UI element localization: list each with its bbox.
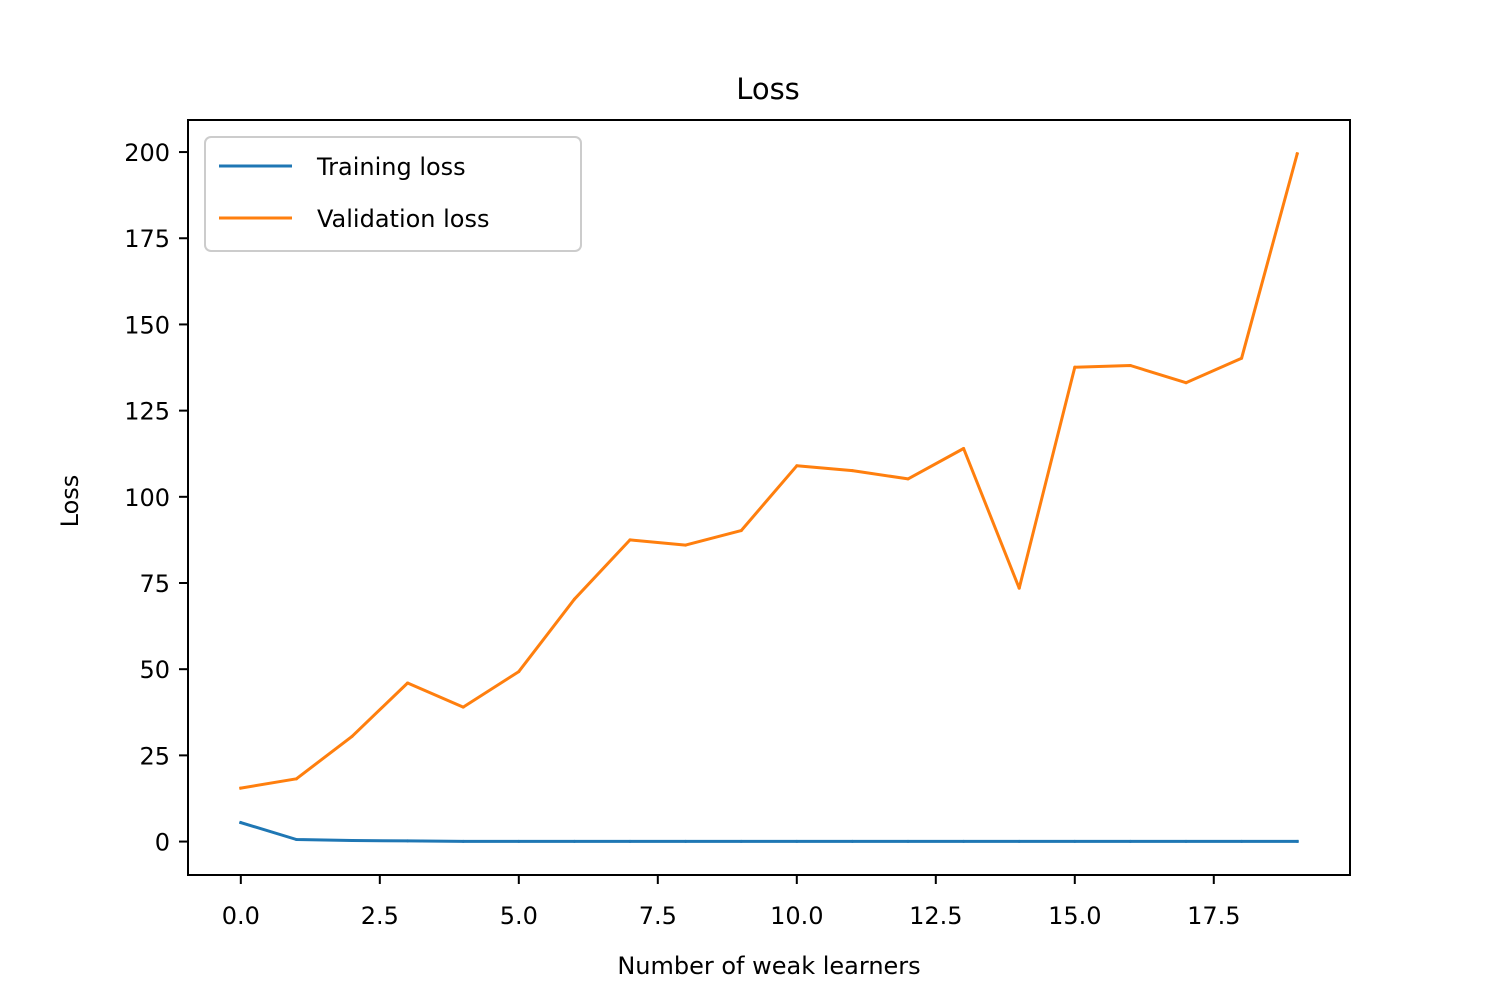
series-line-validation-loss [239, 151, 1300, 790]
data-point-validation-loss [294, 777, 298, 781]
x-axis-label: Number of weak learners [617, 952, 920, 980]
data-point-validation-loss [1295, 152, 1299, 156]
data-point-training-loss [739, 839, 743, 843]
data-point-validation-loss [1184, 381, 1188, 385]
y-tick-label: 25 [139, 742, 170, 770]
x-tick-label: 2.5 [361, 902, 399, 930]
data-point-validation-loss [684, 543, 688, 547]
data-point-validation-loss [517, 670, 521, 674]
chart-title: Loss [736, 72, 800, 106]
data-point-training-loss [517, 839, 521, 843]
data-point-training-loss [572, 839, 576, 843]
x-tick-label: 0.0 [222, 902, 260, 930]
y-tick-label: 125 [124, 398, 170, 426]
x-axis: 0.0 2.5 5.0 7.5 10.0 12.5 15.0 17.5 [222, 875, 1241, 930]
data-point-training-loss [406, 839, 410, 843]
y-axis: 0 25 50 75 100 125 150 175 200 [124, 139, 188, 857]
plot-lines [238, 151, 1300, 843]
data-point-validation-loss [628, 538, 632, 542]
data-point-validation-loss [350, 734, 354, 738]
data-point-validation-loss [572, 597, 576, 601]
data-point-training-loss [350, 839, 354, 843]
data-point-training-loss [962, 839, 966, 843]
data-point-validation-loss [795, 464, 799, 468]
data-point-validation-loss [239, 786, 243, 790]
data-point-training-loss [628, 839, 632, 843]
y-tick-label: 175 [124, 225, 170, 253]
data-point-validation-loss [906, 477, 910, 481]
data-point-training-loss [1240, 839, 1244, 843]
data-point-training-loss [850, 839, 854, 843]
data-point-validation-loss [962, 447, 966, 451]
data-point-validation-loss [406, 681, 410, 685]
x-tick-label: 7.5 [639, 902, 677, 930]
legend-box [204, 136, 582, 252]
legend: Training loss Validation loss [204, 136, 582, 252]
x-tick-label: 12.5 [909, 902, 962, 930]
data-point-training-loss [1128, 839, 1132, 843]
data-point-training-loss [1295, 839, 1299, 843]
data-point-validation-loss [1073, 365, 1077, 369]
data-point-training-loss [795, 839, 799, 843]
data-point-training-loss [906, 839, 910, 843]
x-tick-label: 5.0 [500, 902, 538, 930]
data-point-training-loss [1184, 839, 1188, 843]
y-tick-label: 150 [124, 311, 170, 339]
legend-label-training-loss: Training loss [316, 153, 466, 181]
data-point-validation-loss [739, 529, 743, 533]
data-point-validation-loss [1017, 586, 1021, 590]
y-tick-label: 0 [155, 829, 170, 857]
y-tick-label: 50 [139, 656, 170, 684]
data-point-validation-loss [1240, 356, 1244, 360]
series-line-training-loss [238, 820, 1299, 843]
y-axis-label: Loss [56, 475, 84, 528]
data-point-training-loss [1017, 839, 1021, 843]
data-point-training-loss [239, 821, 243, 825]
x-tick-label: 17.5 [1187, 902, 1240, 930]
y-tick-label: 200 [124, 139, 170, 167]
x-tick-label: 10.0 [770, 902, 823, 930]
data-point-validation-loss [461, 705, 465, 709]
data-point-training-loss [294, 837, 298, 841]
data-point-training-loss [461, 839, 465, 843]
x-tick-label: 15.0 [1048, 902, 1101, 930]
y-tick-label: 75 [139, 570, 170, 598]
data-point-validation-loss [1128, 363, 1132, 367]
y-tick-label: 100 [124, 484, 170, 512]
legend-label-validation-loss: Validation loss [317, 205, 490, 233]
data-point-validation-loss [850, 469, 854, 473]
data-point-training-loss [1073, 839, 1077, 843]
data-point-training-loss [684, 839, 688, 843]
